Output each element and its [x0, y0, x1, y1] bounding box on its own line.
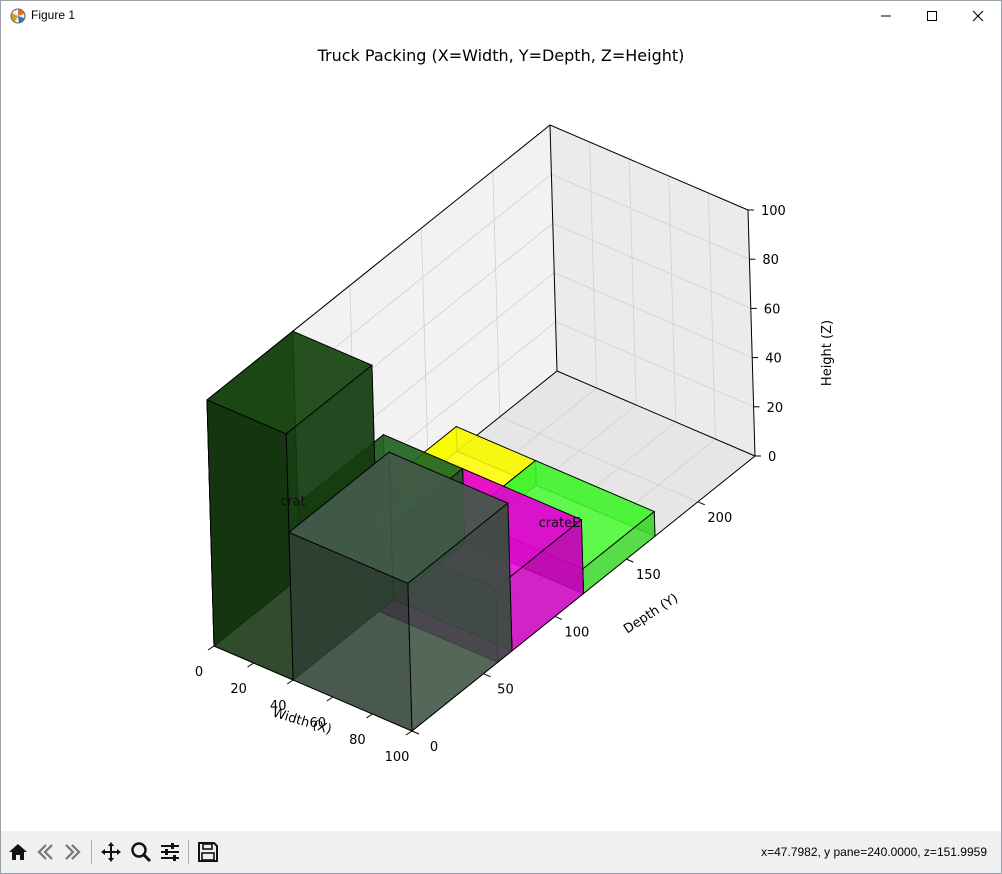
x-axis-label: Width (X) [271, 706, 334, 738]
y-tick-label: 100 [565, 625, 590, 640]
z-tick-label: 0 [768, 450, 776, 465]
x-tick-label: 20 [230, 682, 247, 697]
y-tick-mark [554, 615, 563, 620]
cursor-coordinates: x=47.7982, y pane=240.0000, z=151.9959 [761, 845, 987, 859]
x-tick-mark [366, 713, 373, 719]
x-tick-label: 60 [310, 716, 327, 731]
z-tick-label: 40 [765, 352, 782, 367]
x-tick-label: 0 [195, 665, 203, 680]
x-tick-label: 40 [270, 699, 287, 714]
maximize-icon [927, 11, 937, 21]
y-axis-label: Depth (Y) [621, 591, 681, 637]
x-tick-mark [286, 679, 294, 685]
y-tick-label: 50 [497, 683, 514, 698]
window-title: Figure 1 [31, 8, 76, 22]
home-button[interactable] [5, 839, 31, 865]
pane-back [550, 125, 755, 456]
minimize-button[interactable] [863, 1, 909, 31]
zoom-button[interactable] [128, 839, 154, 865]
navigation-toolbar: x=47.7982, y pane=240.0000, z=151.9959 [1, 831, 1001, 873]
pane-edge [556, 370, 756, 457]
x-tick-mark [405, 730, 413, 736]
home-icon [9, 844, 27, 860]
z-tick-label: 100 [761, 204, 786, 219]
plot-3d[interactable]: 0 20 40 60 80 100 0 50 100 150 200 0 20 40 60 80 100 crat… [1, 31, 1001, 831]
title-bar[interactable]: Figure 1 [1, 1, 1001, 31]
x-tick-mark [247, 662, 254, 668]
toolbar-separator [91, 840, 92, 864]
z-tick-label: 80 [762, 253, 779, 268]
forward-button[interactable] [59, 839, 85, 865]
x-tick-label: 100 [385, 750, 410, 765]
pane-edge [549, 124, 558, 372]
matplotlib-app-icon [9, 7, 27, 25]
y-tick-label: 0 [430, 740, 438, 755]
y-tick-mark [626, 558, 634, 563]
configure-subplots-icon [161, 843, 179, 861]
z-tick-label: 60 [764, 302, 781, 317]
zoom-icon [131, 842, 152, 863]
y-tick-mark [483, 673, 491, 678]
save-icon [198, 842, 218, 862]
crate-box-6 [288, 451, 513, 732]
save-button[interactable] [195, 839, 221, 865]
y-tick-label: 150 [636, 568, 661, 583]
z-tick-label: 20 [767, 401, 784, 416]
configure-subplots-button[interactable] [157, 839, 183, 865]
toolbar-separator [188, 840, 189, 864]
y-tick-mark [411, 730, 420, 735]
figure-canvas[interactable]: 0 20 40 60 80 100 0 50 100 150 200 0 20 40 60 80 100 crat… [1, 31, 1001, 831]
z-axis-label: Height (Z) [820, 320, 835, 386]
back-icon [37, 844, 53, 860]
x-tick-mark [326, 696, 334, 702]
chart-title: Truck Packing (X=Width, Y=Depth, Z=Heigh… [317, 46, 685, 65]
pan-button[interactable] [98, 839, 124, 865]
y-tick-mark [697, 501, 706, 506]
back-button[interactable] [33, 839, 59, 865]
minimize-icon [881, 15, 891, 17]
crate-label: crateE [539, 516, 581, 531]
y-tick-label: 200 [707, 511, 732, 526]
pane-edge [747, 209, 756, 457]
x-tick-label: 80 [349, 733, 366, 748]
x-tick-mark [207, 645, 215, 651]
pan-icon [101, 842, 121, 862]
crate-face-front [288, 531, 413, 732]
forward-icon [65, 844, 81, 860]
maximize-button[interactable] [909, 1, 955, 31]
close-icon [972, 10, 984, 22]
pane-edge [549, 124, 749, 211]
crate-label: crat [280, 495, 306, 510]
close-button[interactable] [955, 1, 1001, 31]
crate-face-front [206, 399, 294, 681]
